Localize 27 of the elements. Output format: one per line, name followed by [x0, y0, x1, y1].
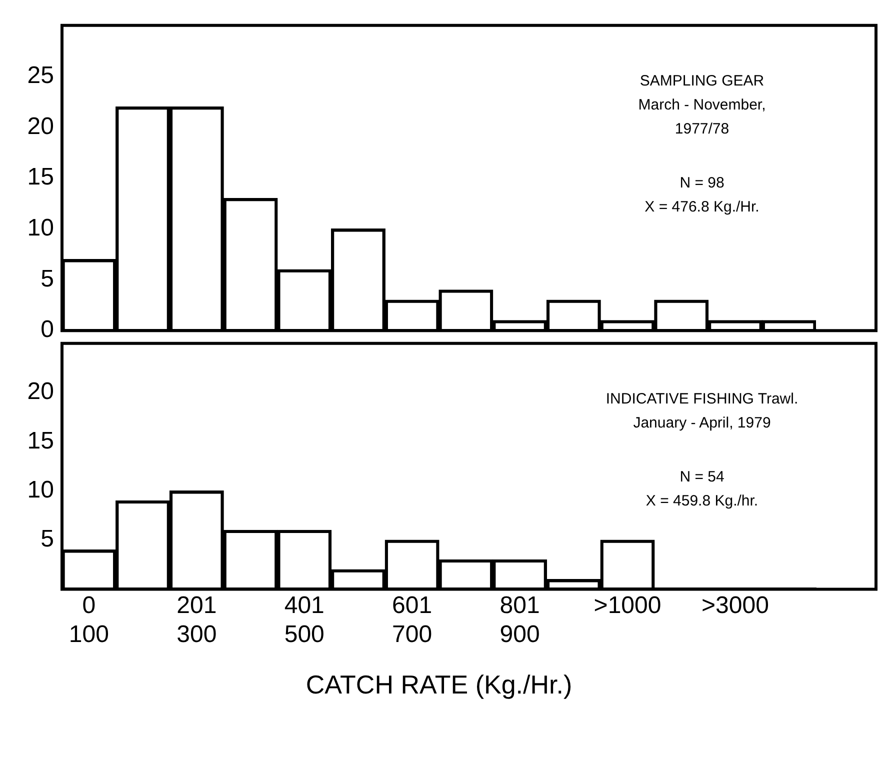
y-tick-label: 20 — [27, 378, 54, 406]
y-tick-label: 10 — [27, 214, 54, 242]
annotation: N = 98 — [680, 174, 724, 192]
x-tick-label: 801 900 — [500, 592, 540, 648]
y-tick-label: 5 — [40, 265, 54, 292]
y-tick-label: 10 — [27, 476, 54, 504]
y-tick-label: 20 — [27, 112, 54, 140]
x-axis-title: CATCH RATE (Kg./Hr.) — [306, 670, 572, 700]
x-tick-label: >3000 — [702, 592, 769, 620]
x-tick-label: >1000 — [594, 592, 662, 620]
annotation: X = 476.8 Kg./Hr. — [644, 198, 760, 216]
annotation: X = 459.8 Kg./hr. — [646, 492, 758, 510]
y-tick-label: 15 — [27, 164, 54, 191]
x-tick-label: 601 700 — [392, 592, 432, 648]
annotation: N = 54 — [680, 468, 724, 486]
annotation: March - November, — [638, 96, 766, 114]
y-tick-label: 25 — [27, 62, 54, 89]
annotation: SAMPLING GEAR — [640, 72, 764, 90]
y-tick-label: 5 — [40, 526, 54, 553]
x-tick-label: 201 300 — [176, 592, 217, 648]
y-tick-label: 0 — [40, 316, 54, 344]
x-tick-label: 401 500 — [284, 592, 324, 648]
annotation: January - April, 1979 — [633, 414, 771, 432]
y-tick-label: 15 — [27, 427, 54, 454]
annotation: INDICATIVE FISHING Trawl. — [606, 390, 798, 408]
x-tick-label: 0 100 — [68, 592, 109, 648]
annotation: 1977/78 — [674, 120, 730, 138]
